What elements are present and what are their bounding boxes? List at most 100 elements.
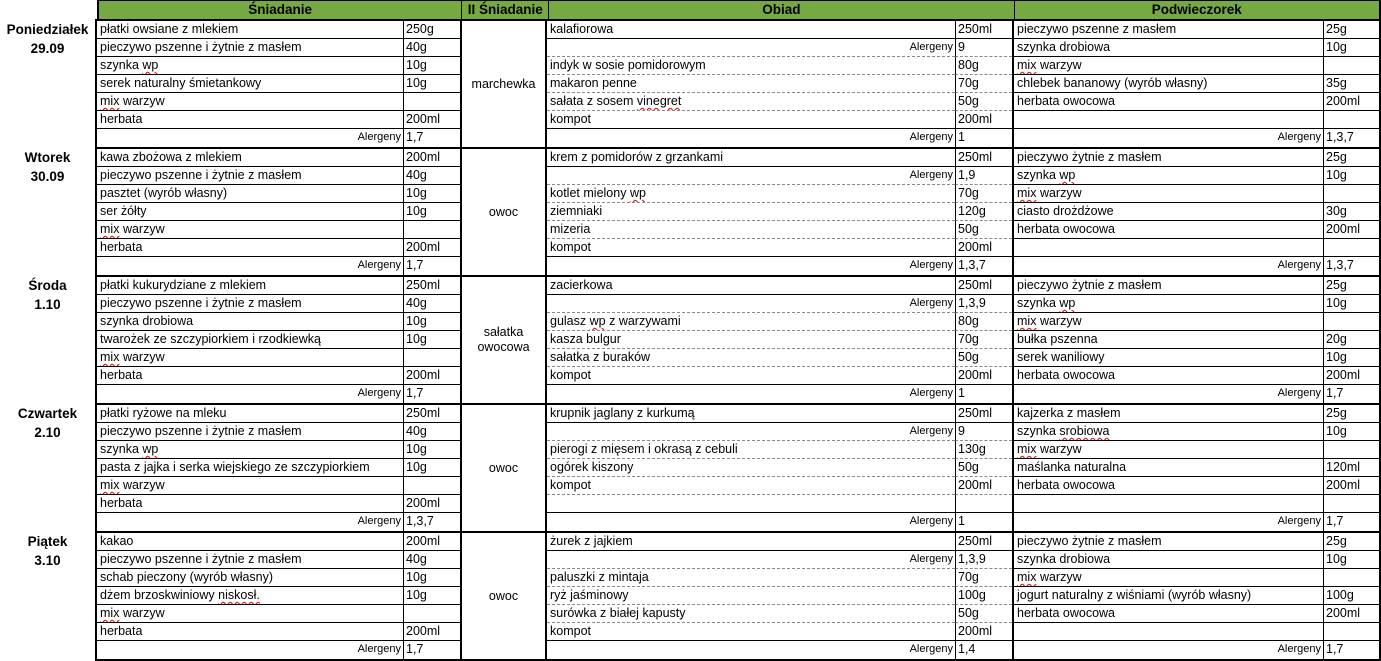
day-menu-grid: płatki owsiane z mlekiem 250g pieczywo psz… xyxy=(95,19,1381,147)
lunch-qty: 250ml xyxy=(955,277,1012,295)
snack-qty xyxy=(1323,313,1379,331)
lunch-allergen-label: Alergeny xyxy=(909,259,953,271)
snack-qty xyxy=(1323,623,1379,641)
lunch-allergen-label: Alergeny xyxy=(909,515,953,527)
header-second-breakfast: II Śniadanie xyxy=(461,0,549,19)
misspelled-word: srobiowa xyxy=(1059,424,1110,438)
snack-qty: 10g xyxy=(1323,167,1379,185)
breakfast-qty: 200ml xyxy=(403,111,460,129)
lunch-qty: 250ml xyxy=(955,149,1012,167)
lunch-qty: 50g xyxy=(955,349,1012,367)
breakfast-qty: 40g xyxy=(403,551,460,569)
day-menu-grid: płatki kukurydziane z mlekiem 250ml pieczy… xyxy=(95,275,1381,403)
day-name: Poniedziałek xyxy=(6,22,89,37)
snack-item: chlebek bananowy (wyrób własny) xyxy=(1012,75,1323,93)
day-label: Wtorek 30.09 xyxy=(0,147,95,275)
snack-qty: 200ml xyxy=(1323,221,1379,239)
snack-item: pieczywo żytnie z masłem xyxy=(1012,277,1323,295)
breakfast-item: kakao xyxy=(97,533,403,551)
day-name: Piątek xyxy=(27,534,68,549)
lunch-item: zacierkowa xyxy=(547,277,955,295)
snack-item: mix warzyw xyxy=(1012,441,1323,459)
misspelled-word: wp xyxy=(142,58,159,72)
breakfast-allergen-label: Alergeny xyxy=(357,387,401,399)
lunch-qty: 250ml xyxy=(955,405,1012,423)
lunch-allergen-value: 1,3,9 xyxy=(955,295,1012,313)
snack-item: pieczywo żytnie z masłem xyxy=(1012,149,1323,167)
snack-qty: 20g xyxy=(1323,331,1379,349)
lunch-qty xyxy=(955,495,1012,513)
breakfast-item: szynka wp xyxy=(97,441,403,459)
lunch-qty: 70g xyxy=(955,331,1012,349)
breakfast-qty: 10g xyxy=(403,185,460,203)
lunch-item: kompot xyxy=(547,477,955,495)
lunch-allergen-value: 1 xyxy=(955,129,1012,147)
lunch-allergen-value: 9 xyxy=(955,39,1012,57)
breakfast-item: pieczywo pszenne i żytnie z masłem xyxy=(97,551,403,569)
day-date: 3.10 xyxy=(34,553,61,568)
lunch-item: pierogi z mięsem i okrasą z cebuli xyxy=(547,441,955,459)
lunch-qty: 200ml xyxy=(955,111,1012,129)
breakfast-qty xyxy=(403,605,460,623)
day-name: Środa xyxy=(28,278,67,293)
lunch-allergen-label: Alergeny xyxy=(909,131,953,143)
breakfast-qty: 250g xyxy=(403,21,460,39)
snack-empty-cell xyxy=(1012,111,1323,129)
breakfast-qty: 200ml xyxy=(403,149,460,167)
day-date: 30.09 xyxy=(30,169,65,184)
second-breakfast-cell: owoc xyxy=(460,405,547,531)
lunch-qty: 200ml xyxy=(955,477,1012,495)
snack-allergen-value: 1,7 xyxy=(1323,513,1379,531)
lunch-qty: 50g xyxy=(955,93,1012,111)
second-breakfast-cell: owoc xyxy=(460,149,547,275)
misspelled-word: wp xyxy=(589,314,606,328)
breakfast-item: serek naturalny śmietankowy xyxy=(97,75,403,93)
breakfast-qty: 10g xyxy=(403,569,460,587)
lunch-qty: 200ml xyxy=(955,239,1012,257)
snack-item: maślanka naturalna xyxy=(1012,459,1323,477)
misspelled-word: wp xyxy=(629,186,646,200)
misspelled-word: mix xyxy=(1017,314,1037,328)
breakfast-item: pieczywo pszenne i żytnie z masłem xyxy=(97,39,403,57)
snack-qty: 200ml xyxy=(1323,605,1379,623)
day-name: Czwartek xyxy=(17,406,78,421)
day-label: Środa 1.10 xyxy=(0,275,95,403)
breakfast-item: herbata xyxy=(97,367,403,385)
breakfast-allergen-label: Alergeny xyxy=(357,131,401,143)
snack-allergen-label: Alergeny xyxy=(1012,385,1323,403)
snack-item: herbata owocowa xyxy=(1012,221,1323,239)
lunch-item: kotlet mielony wp xyxy=(547,185,955,203)
snack-allergen-value: 1,3,7 xyxy=(1323,129,1379,147)
breakfast-allergen-value: 1,3,7 xyxy=(403,513,460,531)
lunch-qty: 80g xyxy=(955,57,1012,75)
breakfast-qty: 40g xyxy=(403,295,460,313)
snack-item: szynka srobiowa xyxy=(1012,423,1323,441)
snack-qty: 25g xyxy=(1323,277,1379,295)
breakfast-item: herbata xyxy=(97,623,403,641)
misspelled-word: mix xyxy=(100,350,120,364)
snack-item: szynka wp xyxy=(1012,167,1323,185)
lunch-item: indyk w sosie pomidorowym xyxy=(547,57,955,75)
day-row: Piątek 3.10 kakao 200ml pieczywo pszenne i ż… xyxy=(0,531,1381,661)
day-date: 2.10 xyxy=(34,425,61,440)
lunch-allergen-value: 1,3,9 xyxy=(955,551,1012,569)
lunch-qty: 50g xyxy=(955,221,1012,239)
lunch-qty: 250ml xyxy=(955,21,1012,39)
snack-item: jogurt naturalny z wiśniami (wyrób własn… xyxy=(1012,587,1323,605)
lunch-item: krem z pomidorów z grzankami xyxy=(547,149,955,167)
breakfast-qty: 40g xyxy=(403,39,460,57)
breakfast-item: ser żółty xyxy=(97,203,403,221)
breakfast-allergen-value: 1,7 xyxy=(403,257,460,275)
lunch-item: ogórek kiszony xyxy=(547,459,955,477)
breakfast-item: mix warzyw xyxy=(97,605,403,623)
breakfast-item: płatki kukurydziane z mlekiem xyxy=(97,277,403,295)
lunch-item: makaron penne xyxy=(547,75,955,93)
snack-allergen-label: Alergeny xyxy=(1012,257,1323,275)
lunch-allergen-label: Alergeny xyxy=(547,39,955,57)
lunch-allergen-label: Alergeny xyxy=(547,295,955,313)
snack-item: mix warzyw xyxy=(1012,569,1323,587)
lunch-qty: 50g xyxy=(955,459,1012,477)
snack-allergen-label: Alergeny xyxy=(1012,513,1323,531)
lunch-item: krupnik jaglany z kurkumą xyxy=(547,405,955,423)
lunch-qty: 50g xyxy=(955,605,1012,623)
